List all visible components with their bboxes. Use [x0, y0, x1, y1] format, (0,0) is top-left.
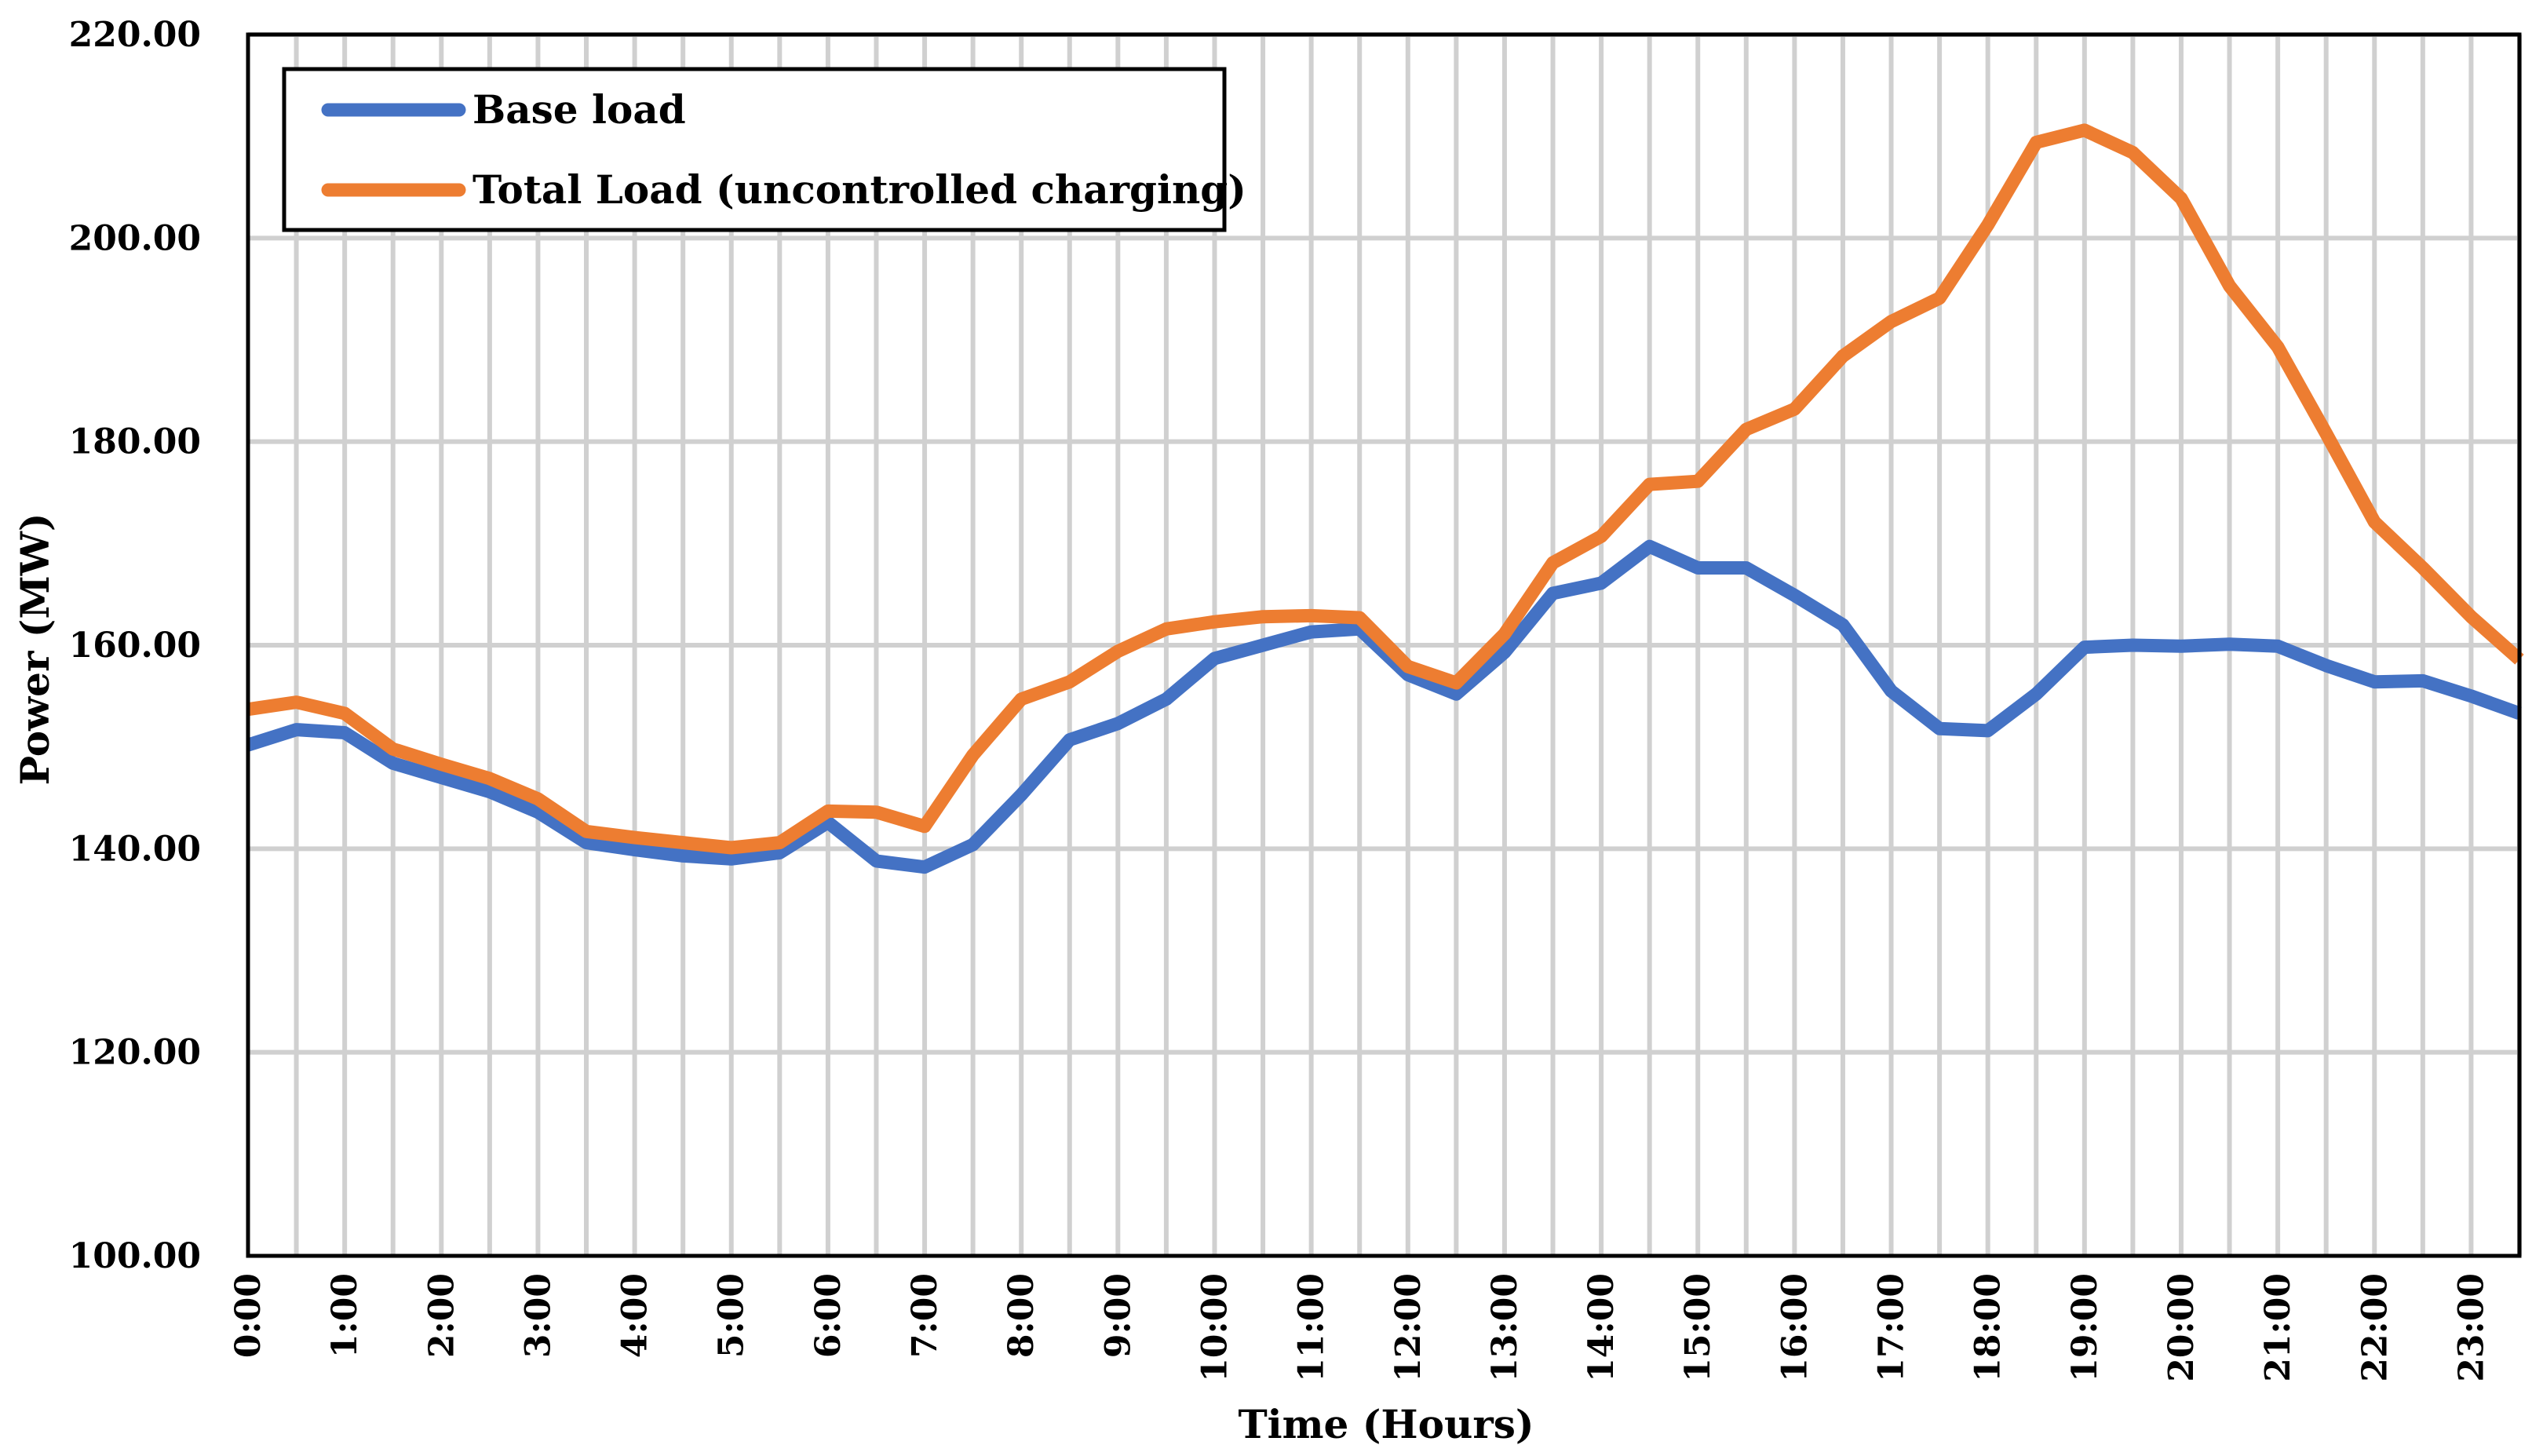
x-tick-label: 6:00 [808, 1273, 848, 1358]
x-tick-label: 15:00 [1678, 1273, 1718, 1382]
y-tick-label: 180.00 [69, 422, 201, 462]
x-tick-label: 2:00 [421, 1273, 462, 1358]
series-line-total-load [246, 123, 2524, 855]
x-axis-title: Time (Hours) [1238, 1401, 1534, 1447]
x-tick-label: 23:00 [2451, 1273, 2491, 1382]
x-tick-label: 10:00 [1195, 1273, 1235, 1382]
x-tick-label: 18:00 [1968, 1273, 2008, 1382]
y-tick-label: 220.00 [69, 15, 201, 55]
x-tick-label: 22:00 [2355, 1273, 2395, 1382]
x-tick-label: 16:00 [1775, 1273, 1815, 1382]
y-tick-label: 160.00 [69, 626, 201, 666]
y-tick-label: 120.00 [69, 1033, 201, 1073]
x-tick-label: 12:00 [1388, 1273, 1428, 1382]
legend: Base load Total Load (uncontrolled charg… [282, 67, 1246, 232]
x-tick-label: 13:00 [1485, 1273, 1525, 1382]
plot-border [246, 32, 2522, 1258]
series-line-base-load [246, 539, 2522, 874]
y-axis-title: Power (MW) [12, 513, 58, 785]
x-tick-label: 20:00 [2162, 1273, 2202, 1382]
legend-label-base-load: Base load [472, 86, 686, 133]
x-tick-label: 8:00 [1002, 1273, 1042, 1358]
x-tick-label: 9:00 [1098, 1273, 1138, 1358]
y-tick-label: 100.00 [69, 1236, 201, 1276]
x-tick-label: 17:00 [1872, 1273, 1912, 1382]
legend-label-total-load: Total Load (uncontrolled charging) [472, 166, 1246, 213]
y-tick-label: 200.00 [69, 218, 201, 258]
series-layer [246, 123, 2524, 874]
x-tick-label: 1:00 [325, 1273, 365, 1358]
x-tick-label: 4:00 [615, 1273, 655, 1358]
x-tick-label: 19:00 [2065, 1273, 2105, 1382]
x-tick-label: 11:00 [1292, 1273, 1332, 1382]
x-tick-label: 14:00 [1582, 1273, 1622, 1382]
x-tick-label: 3:00 [518, 1273, 558, 1358]
y-tick-label: 140.00 [69, 829, 201, 869]
x-tick-label: 0:00 [228, 1273, 268, 1358]
x-tick-label: 5:00 [712, 1273, 752, 1358]
x-tick-label: 21:00 [2258, 1273, 2298, 1382]
legend-box [282, 67, 1227, 232]
x-tick-label: 7:00 [905, 1273, 945, 1358]
y-axis-ticks: 100.00 120.00 140.00 160.00 180.00 200.00 220.… [69, 15, 201, 1276]
x-axis-ticks: 0:00 1:00 2:00 3:00 4:00 5:00 6:00 7:00 8:00 9:00… [228, 1273, 2491, 1382]
